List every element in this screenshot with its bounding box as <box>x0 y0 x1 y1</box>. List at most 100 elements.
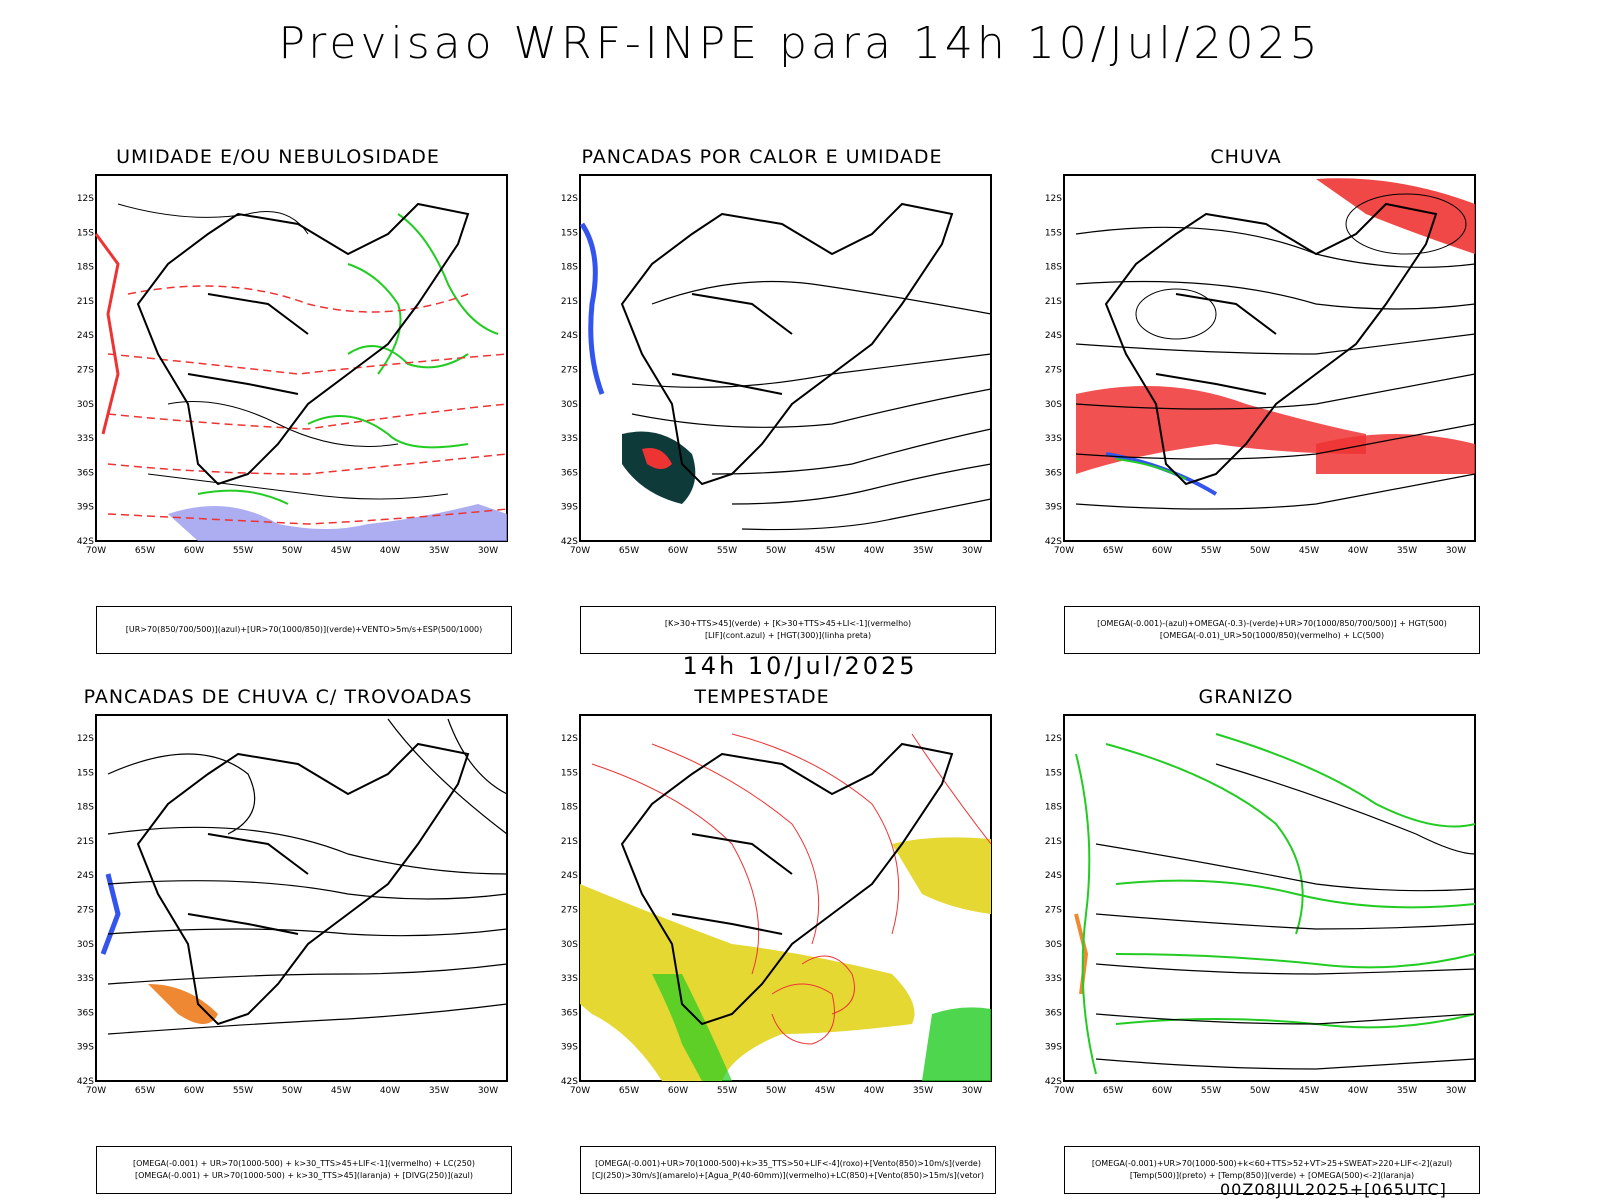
lat-tick-label: 33S <box>561 974 578 984</box>
lat-tick-label: 36S <box>77 1008 94 1018</box>
lat-tick-label: 15S <box>561 228 578 238</box>
lat-tick-label: 27S <box>77 906 94 916</box>
lat-tick-label: 18S <box>77 263 94 273</box>
lon-tick-label: 45W <box>815 1086 835 1096</box>
lon-tick-label: 55W <box>233 546 253 556</box>
lat-tick-label: 33S <box>77 974 94 984</box>
lon-tick-label: 60W <box>184 1086 204 1096</box>
lat-tick-label: 12S <box>561 194 578 204</box>
lat-tick-label: 42S <box>77 537 94 547</box>
lon-tick-label: 45W <box>331 1086 351 1096</box>
legend-umidade: [UR>70(850/700/500)](azul)+[UR>70(1000/8… <box>96 606 512 654</box>
lat-tick-label: 42S <box>77 1077 94 1087</box>
legend-line: [UR>70(850/700/500)](azul)+[UR>70(1000/8… <box>125 625 483 634</box>
lat-tick-label: 30S <box>561 400 578 410</box>
lon-tick-label: 70W <box>1054 546 1074 556</box>
lat-tick-label: 27S <box>1045 906 1062 916</box>
lon-tick-label: 50W <box>282 546 302 556</box>
lat-tick-label: 18S <box>77 803 94 813</box>
panel-tempestade: TEMPESTADE 12S 15S 18S 21S 24S 27S 30S 33S 36S 39… <box>532 686 996 1194</box>
lat-tick-label: 21S <box>77 837 94 847</box>
lat-tick-label: 39S <box>1045 503 1062 513</box>
lon-tick-label: 45W <box>1299 1086 1319 1096</box>
lat-tick-label: 24S <box>561 871 578 881</box>
lat-tick-label: 36S <box>1045 1008 1062 1018</box>
panel-trovoadas: PANCADAS DE CHUVA C/ TROVOADAS 12S 15S 18S… <box>48 686 512 1194</box>
lat-tick-label: 21S <box>77 297 94 307</box>
legend-line: [Temp(500)](preto) + [Temp(850)](verde) … <box>1129 1171 1415 1180</box>
lat-tick-label: 12S <box>77 734 94 744</box>
lat-tick-label: 39S <box>77 1043 94 1053</box>
lon-tick-label: 50W <box>766 1086 786 1096</box>
lat-tick-label: 27S <box>561 906 578 916</box>
lon-tick-label: 30W <box>478 1086 498 1096</box>
legend-trovoadas: [OMEGA(-0.001) + UR>70(1000-500) + k>30_… <box>96 1146 512 1194</box>
lon-tick-label: 70W <box>1054 1086 1074 1096</box>
lat-tick-label: 24S <box>1045 331 1062 341</box>
lat-tick-label: 27S <box>1045 366 1062 376</box>
lon-tick-label: 30W <box>962 1086 982 1096</box>
lon-tick-label: 65W <box>619 546 639 556</box>
lon-tick-label: 30W <box>962 546 982 556</box>
lon-tick-label: 45W <box>1299 546 1319 556</box>
legend-line: [OMEGA(-0.001)+UR>70(1000-500)+k>35_TTS>… <box>595 1159 981 1168</box>
panel-chuva: CHUVA 12S 15S 18S 21S 24S 27S 30S 33S 36S 39S 42S 7… <box>1016 146 1480 654</box>
lon-tick-label: 60W <box>1152 546 1172 556</box>
run-timestamp: 00Z08JUL2025+[065UTC] <box>1220 1180 1447 1199</box>
legend-chuva: [OMEGA(-0.001)-(azul)+OMEGA(-0.3)-(verde… <box>1064 606 1480 654</box>
lon-tick-label: 45W <box>331 546 351 556</box>
lat-tick-label: 39S <box>561 1043 578 1053</box>
legend-line: [CJ(250)>30m/s](amarelo)+[Agua_P(40-60mm… <box>592 1171 984 1180</box>
lon-tick-label: 70W <box>86 1086 106 1096</box>
lon-tick-label: 35W <box>913 1086 933 1096</box>
lat-tick-label: 30S <box>1045 940 1062 950</box>
lat-tick-label: 30S <box>561 940 578 950</box>
lon-tick-label: 55W <box>1201 1086 1221 1096</box>
lat-tick-label: 36S <box>77 468 94 478</box>
lat-tick-label: 24S <box>1045 871 1062 881</box>
lat-tick-label: 21S <box>1045 297 1062 307</box>
lon-tick-label: 60W <box>668 1086 688 1096</box>
legend-line: [OMEGA(-0.001) + UR>70(1000-500) + k>30_… <box>132 1159 476 1168</box>
lon-tick-label: 40W <box>380 1086 400 1096</box>
lat-tick-label: 36S <box>561 468 578 478</box>
main-title: Previsao WRF-INPE para 14h 10/Jul/2025 <box>278 18 1322 69</box>
legend-pancadas-calor: [K>30+TTS>45](verde) + [K>30+TTS>45+LI<-… <box>580 606 996 654</box>
lon-tick-label: 40W <box>864 546 884 556</box>
lon-tick-label: 30W <box>478 546 498 556</box>
lat-tick-label: 24S <box>77 871 94 881</box>
lat-tick-label: 18S <box>561 263 578 273</box>
legend-line: [K>30+TTS>45](verde) + [K>30+TTS>45+LI<-… <box>664 619 912 628</box>
lat-tick-label: 42S <box>561 1077 578 1087</box>
panel-umidade: UMIDADE E/OU NEBULOSIDADE 12S 15S 18S 21S 24… <box>48 146 512 654</box>
lon-tick-label: 35W <box>913 546 933 556</box>
lon-tick-label: 55W <box>1201 546 1221 556</box>
lat-tick-label: 18S <box>1045 263 1062 273</box>
lon-tick-label: 50W <box>1250 1086 1270 1096</box>
lat-tick-label: 15S <box>1045 228 1062 238</box>
lat-tick-label: 33S <box>1045 434 1062 444</box>
lat-tick-label: 18S <box>1045 803 1062 813</box>
lon-tick-label: 40W <box>380 546 400 556</box>
lat-tick-label: 21S <box>1045 837 1062 847</box>
panel-title: TEMPESTADE <box>694 686 830 708</box>
lon-tick-label: 40W <box>1348 1086 1368 1096</box>
lon-tick-label: 50W <box>1250 546 1270 556</box>
lon-tick-label: 35W <box>429 546 449 556</box>
lon-tick-label: 65W <box>619 1086 639 1096</box>
lon-tick-label: 50W <box>766 546 786 556</box>
lat-tick-label: 42S <box>1045 1077 1062 1087</box>
panel-title: GRANIZO <box>1198 686 1294 708</box>
lon-tick-label: 65W <box>135 546 155 556</box>
legend-granizo: [OMEGA(-0.001)+UR>70(1000-500)+k<60+TTS>… <box>1064 1146 1480 1194</box>
legend-line: [LIF](cont.azul) + [HGT(300)](linha pret… <box>704 631 872 640</box>
lon-tick-label: 70W <box>570 1086 590 1096</box>
panel-title: CHUVA <box>1210 146 1282 168</box>
panel-title: UMIDADE E/OU NEBULOSIDADE <box>116 146 440 168</box>
panel-title: PANCADAS POR CALOR E UMIDADE <box>581 146 943 168</box>
lon-tick-label: 65W <box>1103 1086 1123 1096</box>
lat-tick-label: 12S <box>1045 734 1062 744</box>
